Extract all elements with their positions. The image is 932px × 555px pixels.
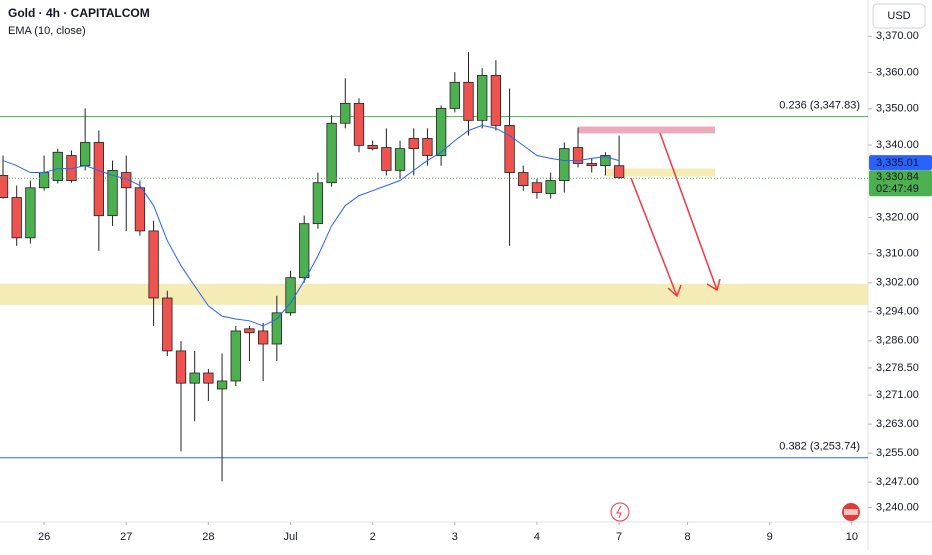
ema-tag-label: 3,335.01	[876, 157, 919, 169]
candle-body	[600, 155, 611, 167]
candle-body	[299, 223, 310, 279]
currency[interactable]: USD	[887, 10, 910, 22]
indicator-label: EMA (10, close)	[8, 25, 86, 37]
candle-body	[572, 147, 584, 164]
y-tick-label: 3,320.00	[876, 211, 919, 223]
candle-body	[203, 372, 214, 384]
candle-body	[504, 125, 515, 173]
candle-body	[189, 372, 200, 384]
candle-body	[25, 187, 36, 239]
candle-body	[463, 81, 474, 121]
candle-body	[394, 148, 406, 171]
candle-body	[107, 169, 118, 217]
y-tick-label: 3,278.50	[876, 362, 919, 374]
candle-body	[490, 75, 502, 126]
candle-body	[518, 172, 529, 187]
last-price-tag	[869, 170, 932, 197]
candle-body	[353, 102, 365, 146]
candle-body	[52, 151, 63, 181]
x-tick-label: 10	[846, 531, 858, 543]
zone	[578, 126, 715, 134]
candle-body	[257, 330, 269, 345]
candle-body	[340, 102, 351, 124]
x-tick-label: 8	[684, 531, 690, 543]
candle-body	[162, 297, 173, 352]
candle-body	[545, 180, 556, 194]
y-tick-label: 3,302.00	[876, 277, 919, 289]
candle-body	[422, 138, 433, 156]
candle-body	[531, 182, 543, 193]
candle-body	[38, 172, 50, 189]
candle-body	[93, 142, 104, 217]
zone	[0, 283, 868, 305]
y-tick-label: 3,255.00	[876, 447, 919, 459]
last-price: 3,330.84	[876, 171, 919, 183]
candle-body	[271, 312, 282, 345]
fib-label: 0.236 (3,347.83)	[779, 100, 860, 112]
candle-body	[326, 122, 337, 184]
x-tick-label: 27	[120, 531, 132, 543]
y-tick-label: 3,286.00	[876, 335, 919, 347]
y-tick-label: 3,370.00	[876, 30, 919, 42]
ema-line	[2, 124, 620, 327]
y-tick-label: 3,350.00	[876, 103, 919, 115]
candle-body	[449, 81, 460, 109]
currency-button[interactable]	[872, 3, 926, 29]
candle-body	[134, 187, 146, 232]
candle-body	[367, 144, 378, 150]
candle-body	[11, 197, 22, 239]
event-icon-bolt	[616, 505, 622, 519]
x-tick-label: 2	[370, 531, 376, 543]
bar-timer: 02:47:49	[876, 183, 919, 195]
candle-body	[0, 175, 9, 198]
x-tick-label: 26	[38, 531, 50, 543]
y-tick-label: 3,360.00	[876, 66, 919, 78]
candle-body	[175, 350, 187, 384]
event-icon[interactable]	[610, 502, 630, 522]
candle-body	[121, 172, 132, 189]
arrow	[659, 132, 721, 292]
x-tick-label: 28	[202, 531, 214, 543]
y-tick-label: 3,240.00	[876, 501, 919, 513]
x-tick-label: 3	[452, 531, 458, 543]
candle-body	[312, 182, 324, 225]
ema-tag	[869, 155, 932, 171]
x-tick-label: Jul	[283, 531, 297, 543]
flag-stripes	[844, 509, 858, 515]
x-tick-label: 7	[616, 531, 622, 543]
y-tick-label: 3,294.00	[876, 306, 919, 318]
y-tick-label: 3,263.00	[876, 418, 919, 430]
candle-body	[148, 230, 159, 299]
chart-title: Gold · 4h · CAPITALCOM	[8, 6, 150, 20]
candle-body	[477, 75, 488, 121]
candle-body	[559, 148, 570, 181]
candle-body	[216, 380, 228, 390]
fib-label: 0.382 (3,253.74)	[779, 441, 860, 453]
arrows	[630, 132, 721, 298]
candle-body	[408, 138, 419, 150]
y-tick-label: 3,271.00	[876, 389, 919, 401]
zone	[605, 168, 715, 177]
candle-body	[80, 142, 91, 167]
y-tick-label: 3,310.00	[876, 248, 919, 260]
candle-body	[613, 165, 625, 179]
candle-body	[435, 107, 447, 156]
candle-body	[230, 330, 241, 382]
x-tick-label: 4	[534, 531, 540, 543]
y-tick-label: 3,340.00	[876, 139, 919, 151]
candle-body	[381, 147, 392, 171]
x-tick-label: 9	[767, 531, 773, 543]
arrow	[630, 177, 682, 298]
candle-body	[586, 163, 597, 167]
y-tick-label: 3,247.00	[876, 476, 919, 488]
candle-body	[244, 328, 255, 334]
